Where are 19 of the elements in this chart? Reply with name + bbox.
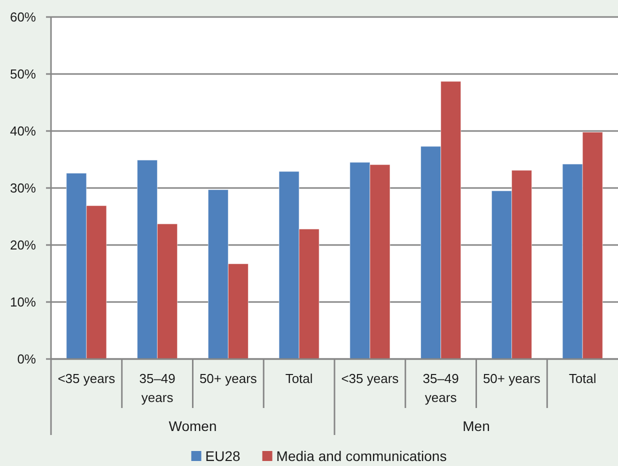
y-tick-label: 60%	[10, 10, 36, 25]
x-tick-label: <35 years	[341, 371, 400, 386]
x-tick-label: 35–49 years	[139, 371, 176, 405]
y-tick-label: 30%	[10, 180, 36, 196]
y-tick-label: 10%	[10, 294, 36, 310]
legend-label: EU28	[205, 448, 241, 464]
text: Women	[168, 418, 217, 434]
x-tick-label: Total	[285, 371, 313, 386]
y-tick-label: 40%	[10, 124, 36, 139]
y-tick-label: 50%	[10, 66, 36, 82]
legend-label: Media and communications	[276, 448, 447, 464]
text: Men	[462, 418, 490, 434]
x-tick-label: 50+ years	[199, 371, 258, 386]
x-tick-label: Total	[568, 371, 596, 386]
x-tick-label: 50+ years	[482, 371, 541, 386]
x-tick-label: <35 years	[58, 371, 116, 386]
y-tick-label: 0%	[17, 352, 36, 367]
y-tick-label: 20%	[10, 238, 36, 253]
x-tick-label: 35–49 years	[422, 371, 459, 405]
